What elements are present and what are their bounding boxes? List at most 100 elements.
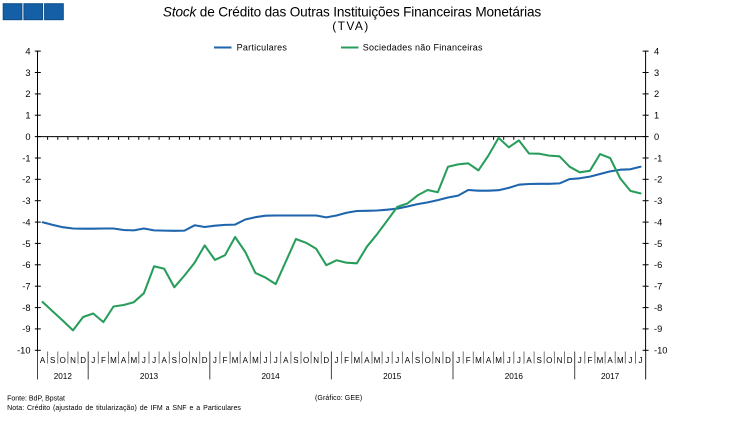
svg-text:-10: -10 [17, 346, 30, 356]
svg-text:1: 1 [654, 111, 659, 121]
svg-text:-1: -1 [654, 153, 662, 163]
svg-text:S: S [537, 356, 542, 365]
svg-text:N: N [70, 356, 76, 365]
svg-text:M: M [475, 356, 482, 365]
svg-text:A: A [162, 356, 168, 365]
svg-text:J: J [264, 356, 268, 365]
svg-text:M: M [353, 356, 360, 365]
svg-text:2015: 2015 [383, 372, 402, 381]
svg-text:-3: -3 [22, 196, 30, 206]
svg-text:A: A [364, 356, 370, 365]
svg-text:-6: -6 [22, 260, 30, 270]
svg-text:-4: -4 [654, 217, 662, 227]
svg-text:-1: -1 [22, 153, 30, 163]
svg-text:O: O [546, 356, 552, 365]
svg-text:Fonte: BdP, Bpstat: Fonte: BdP, Bpstat [7, 395, 65, 402]
svg-text:-2: -2 [22, 175, 30, 185]
svg-text:D: D [445, 356, 451, 365]
svg-text:1: 1 [25, 111, 30, 121]
svg-text:M: M [130, 356, 137, 365]
svg-text:0: 0 [654, 132, 659, 142]
svg-text:J: J [578, 356, 582, 365]
svg-text:M: M [495, 356, 502, 365]
svg-text:(TVA): (TVA) [332, 19, 369, 33]
svg-text:3: 3 [654, 68, 659, 78]
svg-text:0: 0 [25, 132, 30, 142]
svg-text:-8: -8 [654, 303, 662, 313]
svg-text:2: 2 [25, 89, 30, 99]
svg-text:2: 2 [654, 89, 659, 99]
svg-text:O: O [60, 356, 66, 365]
svg-text:-3: -3 [654, 196, 662, 206]
svg-text:N: N [435, 356, 441, 365]
svg-text:A: A [405, 356, 411, 365]
svg-text:D: D [80, 356, 86, 365]
svg-text:J: J [335, 356, 339, 365]
svg-text:J: J [507, 356, 511, 365]
svg-text:J: J [639, 356, 643, 365]
svg-text:A: A [526, 356, 532, 365]
svg-text:D: D [323, 356, 329, 365]
svg-text:J: J [385, 356, 389, 365]
svg-text:D: D [567, 356, 573, 365]
svg-text:A: A [283, 356, 289, 365]
svg-text:M: M [110, 356, 117, 365]
svg-text:Particulares: Particulares [237, 43, 288, 53]
svg-text:4: 4 [25, 46, 30, 56]
svg-text:J: J [91, 356, 95, 365]
svg-text:-7: -7 [654, 282, 662, 292]
svg-text:S: S [50, 356, 55, 365]
svg-text:J: J [395, 356, 399, 365]
svg-text:F: F [587, 356, 592, 365]
svg-text:-6: -6 [654, 260, 662, 270]
svg-text:F: F [466, 356, 471, 365]
svg-text:N: N [192, 356, 198, 365]
svg-text:D: D [202, 356, 208, 365]
svg-text:3: 3 [25, 68, 30, 78]
svg-text:F: F [223, 356, 228, 365]
svg-text:F: F [101, 356, 106, 365]
svg-text:Sociedades não Financeiras: Sociedades não Financeiras [363, 43, 483, 53]
svg-text:2012: 2012 [54, 372, 73, 381]
svg-text:2017: 2017 [601, 372, 620, 381]
svg-text:N: N [557, 356, 563, 365]
svg-text:A: A [607, 356, 613, 365]
svg-text:J: J [628, 356, 632, 365]
svg-text:2013: 2013 [140, 372, 159, 381]
svg-text:2016: 2016 [505, 372, 524, 381]
svg-text:A: A [243, 356, 249, 365]
svg-text:-9: -9 [22, 324, 30, 334]
svg-text:-7: -7 [22, 282, 30, 292]
svg-text:S: S [415, 356, 420, 365]
svg-text:A: A [121, 356, 127, 365]
svg-text:J: J [456, 356, 460, 365]
svg-text:-5: -5 [22, 239, 30, 249]
svg-text:-4: -4 [22, 217, 30, 227]
svg-text:N: N [313, 356, 319, 365]
svg-text:M: M [232, 356, 239, 365]
svg-text:-8: -8 [22, 303, 30, 313]
svg-text:J: J [517, 356, 521, 365]
svg-text:A: A [40, 356, 46, 365]
svg-text:4: 4 [654, 46, 659, 56]
svg-text:(Gráfico: GEE): (Gráfico: GEE) [315, 395, 362, 402]
svg-text:Nota: Crédito (ajustado de ti: Nota: Crédito (ajustado de titularização… [7, 405, 241, 412]
svg-text:-5: -5 [654, 239, 662, 249]
svg-text:M: M [597, 356, 604, 365]
svg-text:F: F [344, 356, 349, 365]
svg-text:J: J [152, 356, 156, 365]
svg-text:-2: -2 [654, 175, 662, 185]
svg-text:Stock de Crédito das Outras In: Stock de Crédito das Outras Instituições… [163, 5, 542, 20]
svg-text:J: J [274, 356, 278, 365]
svg-text:J: J [213, 356, 217, 365]
svg-text:O: O [425, 356, 431, 365]
svg-text:O: O [303, 356, 309, 365]
svg-text:M: M [252, 356, 259, 365]
svg-text:-9: -9 [654, 324, 662, 334]
svg-text:S: S [172, 356, 177, 365]
svg-text:-10: -10 [654, 346, 667, 356]
svg-text:M: M [617, 356, 624, 365]
svg-text:J: J [142, 356, 146, 365]
svg-text:O: O [181, 356, 187, 365]
svg-text:2014: 2014 [261, 372, 280, 381]
